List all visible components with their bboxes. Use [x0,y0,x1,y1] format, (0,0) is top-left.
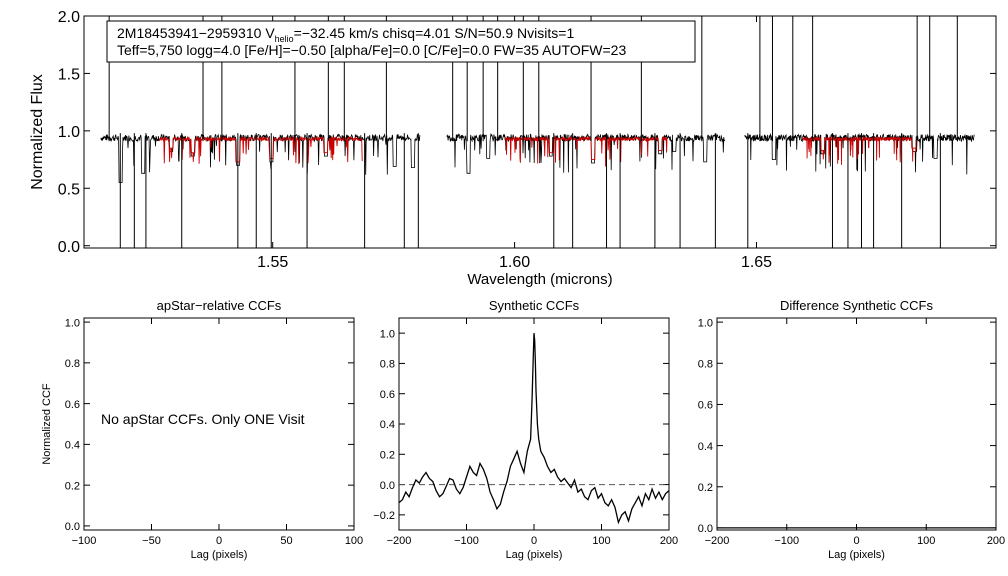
chisq-value: chisq=4.01 [382,25,454,41]
y-tick-label: 0.2 [380,449,395,461]
model-spectrum-chip-1 [158,135,363,165]
x-tick-label: −100 [774,535,799,547]
y-tick-label: −0.2 [373,510,395,522]
y-tick-label: 0.4 [65,440,80,452]
x-tick-label: 1.60 [499,254,530,271]
y-axis-label: Normalized Flux [29,74,46,190]
spectrum-annotation: 2M18453941−2959310 Vhelio=−32.45 km/s ch… [106,20,696,63]
object-id: 2M18453941−2959310 [117,25,265,41]
plot-frame [716,317,997,531]
annotation-line-1: 2M18453941−2959310 Vhelio=−32.45 km/s ch… [117,25,574,44]
spectrum-panel: 1.55 1.60 1.65 0.0 0.5 1.0 1.5 2.0 Wavelength (m… [29,9,997,288]
x-tick-label: 0 [531,535,537,547]
panel-title: Synthetic CCFs [489,298,580,313]
y-tick-label: 0.0 [380,480,395,492]
apstar_ccf-panel: −100 −50 0 50 100 0.0 0.2 0.4 0.6 0.8 1.0 apStar−re… [41,298,363,561]
synthetic_ccf-panel: −200 −100 0 100 200 −0.2 0.0 0.2 0.4 0.6 0.8 1.0 Syn… [373,298,678,561]
v-helio-subscript: helio [275,34,294,44]
annotation-line-2: Teff=5,750 logg=4.0 [Fe/H]=−0.50 [alpha/… [117,42,626,58]
y-tick-label: 0.4 [380,419,395,431]
y-tick-label: 0.0 [65,521,80,533]
y-tick-label: 0.6 [380,389,395,401]
x-axis-label: Lag (pixels) [506,549,563,561]
x-tick-label: 0 [216,535,222,547]
y-tick-label: 2.0 [58,9,80,26]
y-tick-label: 0.2 [65,480,80,492]
y-tick-label: 1.0 [58,124,80,141]
x-tick-label: 200 [987,535,1005,547]
x-tick-label: −50 [142,535,161,547]
x-tick-label: −100 [454,535,479,547]
plot-frame [83,15,997,249]
y-tick-label: 0.0 [58,239,80,256]
x-tick-label: −200 [387,535,412,547]
observed-spectrum-chip-1 [100,133,421,183]
y-tick-label: 0.6 [65,399,80,411]
v-helio-value: =−32.45 km/s [294,25,383,41]
x-tick-label: 200 [660,535,678,547]
x-tick-label: 0 [853,535,859,547]
x-axis-label: Lag (pixels) [828,549,885,561]
y-tick-label: 1.0 [380,328,395,340]
y-axis-label: Normalized CCF [41,383,53,465]
model-spectrum-chip-2 [504,135,668,167]
y-tick-label: 1.0 [698,317,713,329]
panel-title: apStar−relative CCFs [157,298,282,313]
y-tick-label: 0.6 [698,400,713,412]
x-tick-label: 100 [345,535,363,547]
y-tick-label: 0.5 [58,181,80,198]
x-axis-label: Wavelength (microns) [467,271,612,288]
y-tick-label: 0.4 [698,441,713,453]
x-tick-label: 1.55 [257,254,288,271]
x-tick-label: 50 [280,535,292,547]
y-tick-label: 0.8 [65,358,80,370]
y-tick-label: 0.2 [698,482,713,494]
x-tick-label: −200 [705,535,730,547]
y-tick-label: 1.5 [58,67,80,84]
y-tick-label: 1.0 [65,317,80,329]
snr-value: S/N=50.9 [454,25,517,41]
annotation-box [106,20,696,63]
model-spectrum-chip-3 [802,135,917,165]
difference_ccf-panel: −200 −100 0 100 200 0.0 0.2 0.4 0.6 0.8 1.0 Differe… [698,298,1005,561]
y-tick-label: 0.0 [698,523,713,535]
x-tick-label: 100 [917,535,935,547]
v-helio-symbol: V [265,25,275,41]
x-tick-label: −100 [72,535,97,547]
observed-spectrum-chip-3 [744,132,975,175]
spectrum-plot-area [100,16,975,248]
panel-title: Difference Synthetic CCFs [780,298,933,313]
no-data-message: No apStar CCFs. Only ONE Visit [101,411,305,427]
y-tick-label: 0.8 [698,358,713,370]
y-tick-label: 0.8 [380,359,395,371]
ccf-series-line [398,333,670,525]
nvisits-value: Nvisits=1 [517,25,574,41]
x-tick-label: 1.65 [741,254,772,271]
x-axis-label: Lag (pixels) [191,549,248,561]
x-tick-label: 100 [592,535,610,547]
